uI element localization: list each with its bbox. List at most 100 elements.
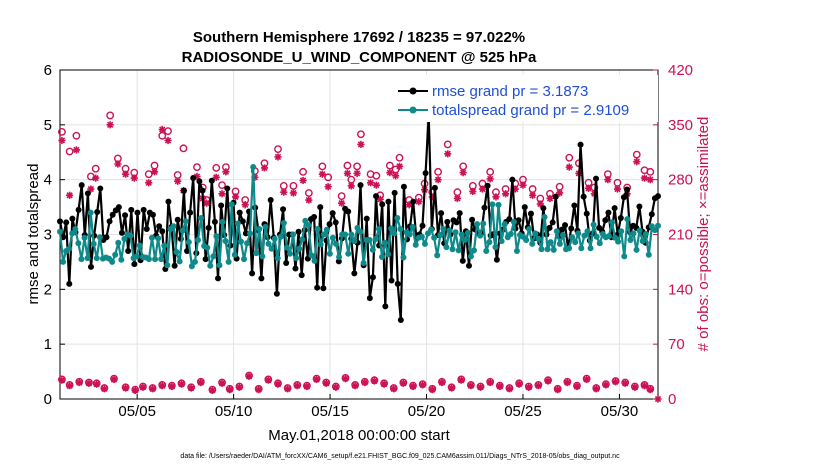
spread-point — [161, 242, 168, 249]
spread-point — [81, 234, 88, 241]
obs-assimilated-marker — [351, 382, 359, 390]
rmse-point — [190, 175, 197, 182]
spread-point — [115, 239, 122, 246]
rmse-point — [125, 247, 132, 254]
spread-point — [152, 256, 159, 263]
y-tick-label: 3 — [44, 227, 52, 244]
spread-point — [290, 231, 297, 238]
y-tick-label: 2 — [44, 281, 52, 298]
rmse-point — [580, 193, 587, 200]
obs-assimilated-marker — [245, 372, 253, 380]
spread-point — [464, 229, 471, 236]
obs-possible-marker — [218, 181, 226, 190]
rmse-point — [122, 212, 129, 219]
rmse-point — [391, 189, 398, 196]
y2-axis-label: # of obs: o=possible; ×=assimilated — [695, 117, 712, 352]
spread-point — [461, 236, 468, 243]
obs-assimilated-marker — [145, 179, 153, 187]
spread-point — [185, 239, 192, 246]
rmse-point — [351, 270, 358, 277]
obs-assimilated-marker — [284, 385, 292, 393]
spread-point — [329, 234, 336, 241]
obs-assimilated-marker — [583, 375, 591, 384]
spread-point — [351, 238, 358, 245]
obs-assimilated-marker — [534, 382, 542, 390]
spread-point — [440, 226, 447, 233]
spread-point — [265, 240, 272, 247]
obs-assimilated-marker — [318, 170, 326, 178]
axis-ticks: 05/05 05/10 05/15 05/20 05/25 05/30 0 1 2 3 4 5 6 0 70… — [44, 62, 693, 420]
spread-point — [231, 251, 238, 258]
obs-assimilated-marker — [478, 185, 487, 193]
spread-point — [78, 256, 85, 263]
rmse-point — [493, 256, 500, 263]
obs-assimilated-marker — [434, 176, 442, 184]
spread-point — [572, 239, 579, 246]
obs-assimilated-marker — [415, 198, 423, 206]
obs-possible-marker — [353, 162, 361, 171]
spread-point — [455, 247, 462, 254]
rmse-point — [363, 215, 370, 222]
rmse-point — [239, 218, 246, 225]
obs-assimilated-marker — [428, 386, 436, 394]
obs-assimilated-marker — [58, 136, 66, 145]
spread-point — [498, 238, 505, 245]
obs-assimilated-marker — [370, 377, 379, 385]
rmse-point — [249, 270, 256, 277]
obs-assimilated-marker — [486, 175, 494, 183]
rmse-point — [605, 209, 612, 216]
obs-assimilated-marker — [87, 185, 95, 193]
rmse-point — [602, 217, 609, 224]
spread-point — [225, 258, 232, 265]
rmse-point — [431, 184, 438, 191]
obs-assimilated-marker — [525, 383, 533, 391]
spread-point — [532, 230, 539, 237]
rmse-point — [617, 215, 624, 222]
obs-assimilated-marker — [280, 188, 288, 196]
obs-assimilated-marker — [496, 382, 504, 391]
spread-point — [578, 245, 585, 252]
spread-point — [271, 235, 278, 242]
obs-assimilated-marker — [584, 184, 593, 192]
data-file-footnote: data file: /Users/raeder/DAI/ATM_forcXX/… — [180, 453, 620, 460]
obs-assimilated-marker — [544, 377, 552, 385]
spread-point — [526, 226, 533, 233]
spread-point — [483, 247, 490, 254]
spread-point — [69, 230, 76, 237]
spread-point — [501, 221, 508, 228]
spread-point — [651, 227, 658, 234]
rmse-point — [583, 210, 590, 217]
spread-point — [559, 232, 566, 239]
obs-assimilated-marker — [100, 385, 108, 393]
y-tick-label: 5 — [44, 117, 52, 134]
rmse-point — [382, 303, 389, 310]
spread-point — [369, 246, 376, 253]
rmse-point — [109, 211, 116, 218]
spread-point — [544, 246, 551, 253]
x-tick-label: 05/25 — [504, 403, 542, 420]
obs-assimilated-marker — [366, 179, 375, 187]
spread-point — [204, 244, 211, 251]
spread-point — [486, 239, 493, 246]
spread-point — [96, 234, 103, 241]
spread-point — [523, 236, 530, 243]
spread-point — [458, 231, 465, 238]
spread-point — [538, 246, 545, 253]
rmse-point — [205, 224, 212, 231]
obs-assimilated-marker — [476, 383, 485, 391]
rmse-point — [484, 182, 491, 189]
spread-point — [452, 229, 459, 236]
rmse-point — [280, 206, 287, 213]
spread-point — [379, 253, 385, 260]
spread-point — [645, 251, 652, 258]
obs-assimilated-marker — [241, 201, 249, 209]
rmse-point — [298, 272, 305, 279]
spread-point — [112, 251, 119, 258]
rmse-point — [366, 295, 373, 302]
spread-point — [397, 226, 404, 233]
rmse-point — [558, 226, 565, 233]
spread-point — [198, 215, 205, 222]
obs-assimilated-marker — [631, 383, 639, 391]
spread-point — [314, 226, 321, 233]
obs-possible-marker — [337, 192, 346, 201]
